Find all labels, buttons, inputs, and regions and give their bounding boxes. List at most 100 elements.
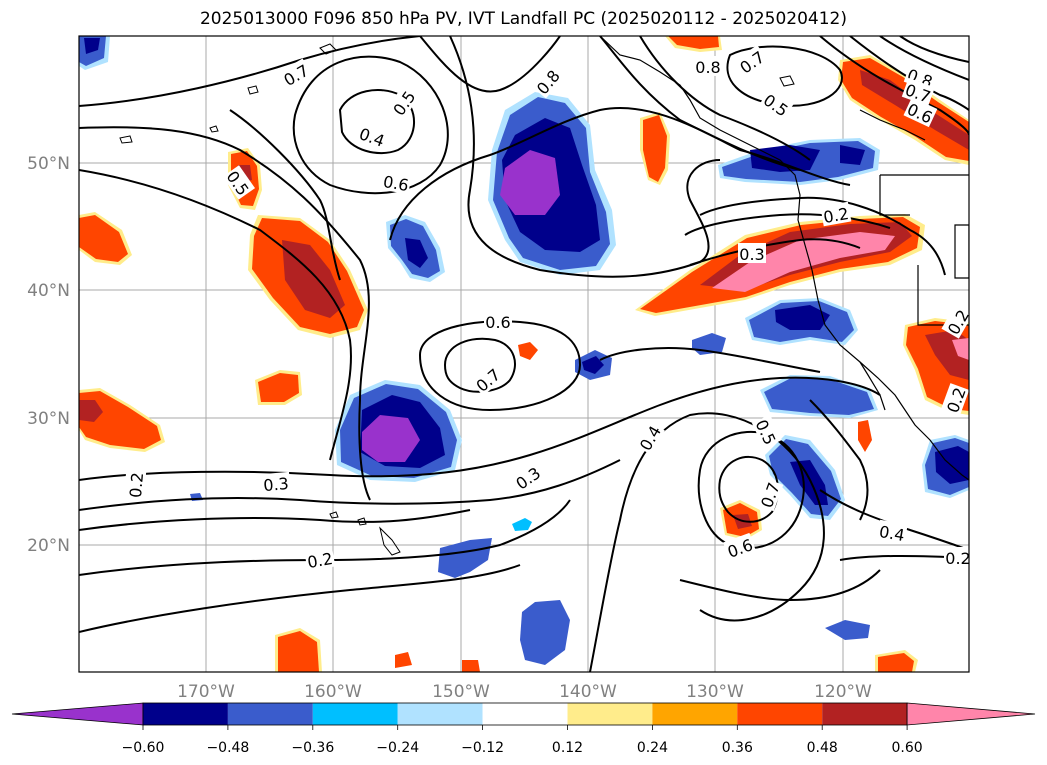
colorbar-tick-label: 0.48 — [807, 740, 838, 756]
contour-line — [809, 399, 869, 521]
contour-line — [419, 36, 561, 93]
negative-anomaly-region — [438, 538, 492, 578]
latitude-label: 50°N — [27, 154, 70, 174]
contour-line — [689, 238, 861, 266]
positive-anomaly-region — [278, 631, 319, 672]
colorbar-tick-label: −0.24 — [376, 740, 419, 756]
contour-line — [697, 430, 805, 550]
negative-anomaly-region — [405, 238, 428, 268]
contour-label: 0.2 — [820, 201, 852, 227]
colorbar: −0.60 −0.48 −0.36 −0.24 −0.12 0.12 0.24 0.36 0.4… — [11, 702, 1036, 756]
contour-label: 0.8 — [694, 56, 722, 77]
svg-text:0.6: 0.6 — [382, 172, 410, 195]
positive-anomaly-region — [258, 373, 299, 402]
svg-text:0.3: 0.3 — [739, 245, 764, 264]
colorbar-bin — [227, 703, 313, 725]
coastline-north-america — [859, 361, 886, 411]
negative-anomaly-region — [825, 620, 870, 640]
contour-line — [449, 36, 721, 278]
negative-anomaly-region — [750, 145, 820, 172]
longitude-labels: 170°W 160°W 150°W 140°W 130°W 120°W — [177, 682, 872, 702]
colorbar-tick-label: −0.48 — [206, 740, 249, 756]
contour-line — [589, 412, 825, 672]
negative-anomaly-region — [582, 356, 604, 374]
contour-line — [292, 55, 449, 195]
island — [119, 135, 133, 144]
longitude-label: 150°W — [432, 682, 490, 702]
positive-anomaly-region — [668, 36, 719, 49]
colorbar-bin — [567, 703, 653, 725]
contour-line — [899, 36, 969, 63]
map-border — [78, 35, 970, 673]
positive-anomaly-region — [79, 215, 128, 262]
contour-line — [819, 36, 969, 136]
positive-anomaly-region — [878, 653, 914, 672]
contour-line — [718, 455, 779, 523]
colorbar-tick-label: −0.12 — [461, 740, 504, 756]
colorbar-bin — [397, 703, 483, 725]
svg-text:0.8: 0.8 — [695, 58, 720, 77]
contour-line — [79, 36, 421, 107]
contour-line — [679, 569, 881, 602]
positive-anomaly-region — [712, 232, 895, 292]
positive-anomaly-region — [79, 391, 161, 449]
negative-anomaly-region — [362, 415, 420, 462]
svg-text:0.4: 0.4 — [878, 522, 906, 545]
islands — [119, 43, 795, 556]
negative-anomaly-region — [840, 145, 865, 165]
negative-anomaly-region — [500, 150, 560, 215]
island — [357, 517, 367, 526]
positive-anomaly-region — [858, 420, 872, 452]
positive-anomaly-region — [518, 342, 538, 360]
contour-line — [849, 36, 969, 111]
svg-text:0.2: 0.2 — [306, 549, 334, 572]
colorbar-tick-label: −0.60 — [122, 740, 165, 756]
negative-anomaly-region — [84, 38, 100, 54]
negative-anomaly-region — [790, 460, 828, 505]
contour-label: 0.4 — [355, 121, 389, 151]
longitude-label: 120°W — [814, 682, 872, 702]
contour-line — [599, 347, 821, 373]
negative-anomaly-region — [512, 518, 532, 531]
positive-anomaly-region — [79, 400, 103, 422]
negative-anomaly-region — [775, 305, 830, 330]
island — [209, 125, 219, 133]
contour-label: 0.6 — [380, 169, 412, 195]
contour-line — [443, 337, 516, 393]
negative-anomaly-region — [764, 378, 874, 415]
colorbar-tick-label: 0.36 — [722, 740, 753, 756]
contour-label: 0.6 — [484, 311, 512, 332]
longitude-label: 160°W — [304, 682, 362, 702]
contour-line — [338, 89, 415, 155]
contour-line — [79, 499, 571, 576]
contour-label: 0.3 — [261, 471, 291, 495]
colorbar-tick-label: 0.60 — [892, 740, 923, 756]
negative-anomaly-region — [520, 600, 570, 665]
island — [329, 511, 339, 519]
contour-line — [79, 126, 371, 501]
contour-line — [229, 109, 341, 281]
colorbar-bin — [822, 703, 908, 725]
contour-label: 0.2 — [944, 547, 969, 568]
coastline-inland-border — [859, 109, 926, 141]
longitude-label: 140°W — [559, 682, 617, 702]
colorbar-bin — [482, 703, 568, 725]
colorbar-tick-label: 0.12 — [552, 740, 583, 756]
colorbar-bin — [312, 703, 398, 725]
contour-line — [79, 169, 352, 461]
latitude-label: 20°N — [27, 536, 70, 556]
svg-text:0.2: 0.2 — [822, 204, 850, 227]
colorbar-bin — [737, 703, 823, 725]
latitude-labels: 50°N 40°N 30°N 20°N — [27, 154, 70, 556]
coastline-north-america — [599, 36, 969, 481]
contour-line — [726, 45, 843, 107]
contour-line — [684, 213, 891, 236]
latitude-label: 40°N — [27, 281, 70, 301]
contour-line — [389, 107, 851, 241]
contour-line — [819, 489, 969, 551]
contour-line — [79, 459, 621, 511]
contour-label: 0.4 — [876, 519, 908, 545]
positive-anomaly-region — [643, 115, 667, 182]
positive-anomaly-region — [395, 652, 412, 668]
contour-line — [639, 36, 811, 161]
